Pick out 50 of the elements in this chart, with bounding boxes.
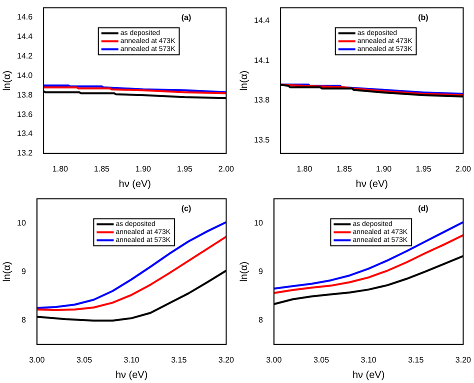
annotation: (c) bbox=[181, 204, 192, 214]
x-tick-label: 1.95 bbox=[416, 164, 432, 174]
y-tick-label: 14.4 bbox=[16, 32, 34, 42]
y-tick-label: 14.1 bbox=[254, 56, 270, 65]
y-tick-label: 9 bbox=[258, 266, 264, 276]
y-tick-label: 13.4 bbox=[16, 129, 34, 138]
y-tick-label: 14.2 bbox=[16, 52, 34, 61]
y-tick-label: 10 bbox=[16, 218, 26, 228]
y-tick-label: 14.0 bbox=[16, 70, 34, 80]
x-tick-label: 3.05 bbox=[76, 355, 93, 364]
y-tick-label: 14.4 bbox=[254, 16, 270, 26]
x-axis-title: hν (eV) bbox=[356, 178, 388, 190]
y-axis-title: ln(α) bbox=[2, 261, 13, 282]
y-tick-label: 13.2 bbox=[16, 148, 34, 158]
annotation: (a) bbox=[181, 13, 192, 22]
y-tick-label: 13.6 bbox=[16, 110, 34, 119]
x-tick-label: 1.80 bbox=[296, 164, 313, 174]
x-tick-label: 1.85 bbox=[336, 164, 352, 174]
y-tick-label: 8 bbox=[21, 315, 26, 324]
x-tick-label: 3.20 bbox=[218, 355, 235, 364]
x-tick-label: 1.80 bbox=[52, 164, 69, 174]
x-tick-label: 3.20 bbox=[455, 355, 472, 364]
x-axis-title: hν (eV) bbox=[118, 178, 152, 190]
annotation: (d) bbox=[418, 204, 429, 214]
x-tick-label: 3.10 bbox=[124, 355, 140, 364]
x-axis-title: hν (eV) bbox=[115, 370, 148, 381]
y-tick-label: 13.8 bbox=[254, 96, 270, 105]
y-axis-title: ln(α) bbox=[238, 70, 250, 91]
y-tick-label: 13.5 bbox=[254, 135, 270, 144]
x-tick-label: 3.10 bbox=[360, 355, 377, 364]
x-axis-title: hν (eV) bbox=[352, 370, 385, 381]
x-tick-label: 1.95 bbox=[176, 164, 194, 174]
x-tick-label: 3.05 bbox=[313, 355, 330, 364]
x-tick-label: 1.90 bbox=[135, 164, 152, 174]
x-tick-label: 2.00 bbox=[455, 164, 472, 174]
y-tick-label: 13.8 bbox=[16, 90, 34, 100]
y-axis-title: ln(α) bbox=[238, 261, 250, 282]
x-tick-label: 3.00 bbox=[29, 355, 46, 364]
y-tick-label: 8 bbox=[258, 315, 264, 324]
x-tick-label: 3.00 bbox=[266, 355, 282, 364]
y-tick-label: 10 bbox=[254, 218, 264, 228]
x-tick-label: 1.90 bbox=[376, 164, 392, 174]
y-tick-label: 14.6 bbox=[16, 12, 34, 22]
x-tick-label: 3.15 bbox=[408, 355, 424, 364]
y-axis-title: ln(α) bbox=[2, 70, 13, 91]
x-tick-label: 3.15 bbox=[171, 355, 188, 364]
x-tick-label: 2.00 bbox=[218, 164, 235, 174]
x-tick-label: 1.85 bbox=[94, 164, 110, 174]
annotation: (b) bbox=[418, 13, 429, 22]
y-tick-label: 9 bbox=[21, 266, 26, 276]
